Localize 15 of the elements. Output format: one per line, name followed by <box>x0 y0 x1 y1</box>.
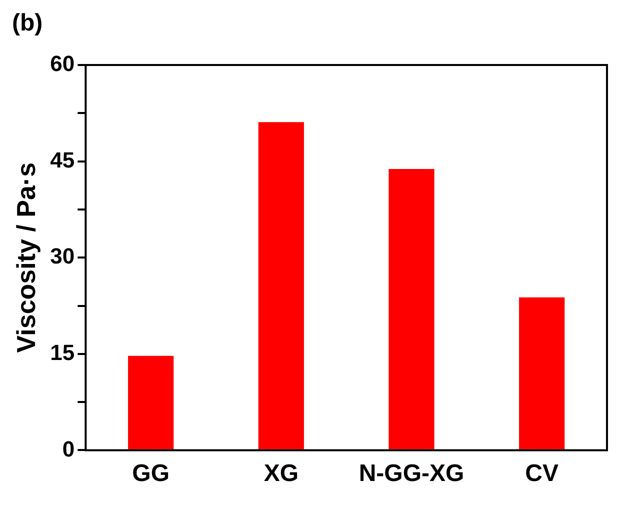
y-axis-title: Viscosity / Pa·s <box>10 162 41 353</box>
y-tick-label: 30 <box>50 244 75 269</box>
x-tick-label: XG <box>264 460 299 488</box>
y-tick-label: 45 <box>50 147 75 172</box>
bar <box>258 122 304 450</box>
x-tick-label: GG <box>132 460 170 488</box>
y-tick-label: 15 <box>50 340 75 365</box>
bar <box>128 356 174 450</box>
bar <box>388 169 434 450</box>
y-tick-label: 60 <box>50 51 75 76</box>
y-tick-label: 0 <box>62 436 75 462</box>
bar <box>519 297 565 450</box>
x-tick-label: CV <box>525 460 559 488</box>
x-tick-label: N-GG-XG <box>358 460 464 488</box>
text: (b) <box>12 10 43 37</box>
